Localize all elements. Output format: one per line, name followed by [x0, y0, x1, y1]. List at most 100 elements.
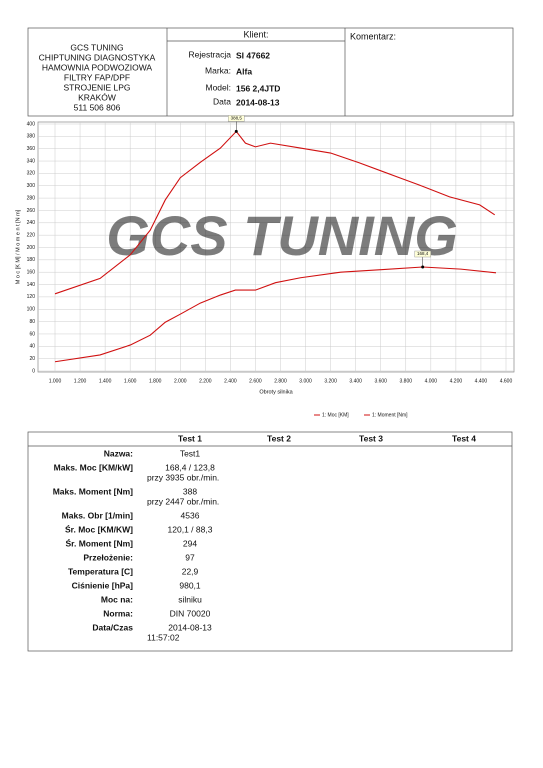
annotation-point	[421, 265, 425, 269]
row-label: Maks. Moment [Nm]	[53, 486, 133, 496]
row-value: 294	[183, 538, 197, 548]
y-tick-label: 60	[29, 331, 35, 337]
y-tick-label: 180	[27, 257, 36, 263]
annotation: 168,4	[417, 251, 429, 256]
y-tick-label: 220	[27, 232, 36, 238]
y-tick-label: 360	[27, 146, 36, 152]
comment-title: Komentarz:	[350, 31, 396, 41]
x-tick-label: 2.200	[199, 378, 212, 384]
field-value: SI 47662	[236, 50, 270, 60]
y-tick-label: 40	[29, 344, 35, 350]
row-value: Test1	[180, 448, 201, 458]
row-label: Nazwa:	[104, 448, 133, 458]
x-tick-label: 3.600	[374, 378, 387, 384]
y-tick-label: 280	[27, 195, 36, 201]
y-tick-label: 300	[27, 183, 36, 189]
x-tick-label: 3.000	[299, 378, 312, 384]
x-tick-label: 2.400	[224, 378, 237, 384]
row-value: 168,4 / 123,8	[165, 462, 215, 472]
row-value: 4536	[181, 510, 200, 520]
x-axis-label: Obroty silnika	[259, 389, 293, 395]
field-value: Alfa	[236, 66, 252, 76]
row-value: 980,1	[179, 580, 201, 590]
y-tick-label: 240	[27, 220, 36, 226]
row-label: Maks. Moc [KM/kW]	[54, 462, 134, 472]
y-tick-label: 320	[27, 171, 36, 177]
y-tick-label: 100	[27, 307, 36, 313]
x-tick-label: 4.000	[425, 378, 438, 384]
row-value: DIN 70020	[170, 608, 211, 618]
x-tick-label: 3.400	[349, 378, 362, 384]
row-label: Śr. Moment [Nm]	[65, 537, 133, 548]
plot-area	[37, 121, 515, 373]
row-label: Moc na:	[101, 594, 133, 604]
x-tick-label: 3.200	[324, 378, 337, 384]
field-label: Model:	[205, 82, 231, 92]
x-tick-label: 1.800	[149, 378, 162, 384]
y-tick-label: 260	[27, 208, 36, 214]
x-tick-label: 1.200	[74, 378, 87, 384]
row-value: 22,9	[182, 566, 199, 576]
row-value: 388	[183, 486, 197, 496]
x-tick-label: 4.400	[475, 378, 488, 384]
x-tick-label: 2.000	[174, 378, 187, 384]
company-line: KRAKÓW	[78, 92, 116, 102]
company-line: STROJENIE LPG	[63, 82, 130, 92]
header-box	[27, 27, 514, 117]
x-tick-label: 2.800	[274, 378, 287, 384]
y-tick-label: 120	[27, 294, 36, 300]
column-header: Test 3	[359, 433, 383, 443]
x-tick-label: 1.000	[49, 378, 62, 384]
column-header: Test 4	[452, 433, 476, 443]
y-tick-label: 0	[32, 368, 35, 374]
y-tick-label: 380	[27, 134, 36, 140]
y-tick-label: 20	[29, 356, 35, 362]
watermark: GCS TUNING	[106, 204, 458, 267]
field-label: Rejestracja	[188, 49, 231, 59]
column-header: Test 2	[267, 433, 291, 443]
row-value: przy 2447 obr./min.	[147, 496, 219, 506]
company-line: FILTRY FAP/DPF	[64, 72, 130, 82]
x-tick-label: 3.800	[400, 378, 413, 384]
y-tick-label: 160	[27, 270, 36, 276]
y-tick-label: 400	[27, 121, 36, 127]
x-tick-label: 4.200	[450, 378, 463, 384]
company-line: 511 506 806	[74, 102, 121, 112]
row-value: 120,1 / 88,3	[168, 524, 213, 534]
legend-label: 1: Moment [Nm]	[372, 412, 408, 418]
y-tick-label: 140	[27, 282, 36, 288]
row-label: Śr. Moc [KM/KW]	[65, 523, 133, 534]
row-value: 2014-08-13	[168, 622, 212, 632]
y-tick-label: 80	[29, 319, 35, 325]
row-value: 97	[185, 552, 195, 562]
company-line: CHIPTUNING DIAGNOSTYKA	[39, 52, 156, 62]
row-value: przy 3935 obr./min.	[147, 472, 219, 482]
y-tick-label: 340	[27, 158, 36, 164]
field-value: 2014-08-13	[236, 97, 280, 107]
row-value: 11:57:02	[147, 632, 180, 642]
annotation: 388,5	[231, 116, 243, 121]
field-label: Marka:	[205, 65, 231, 75]
row-label: Data/Czas	[92, 622, 133, 632]
row-label: Ciśnienie [hPa]	[72, 580, 134, 590]
client-title: Klient:	[243, 29, 268, 39]
annotation-point	[234, 129, 238, 133]
x-tick-label: 1.600	[124, 378, 137, 384]
x-tick-label: 4.600	[500, 378, 513, 384]
data-line	[54, 130, 496, 295]
row-label: Maks. Obr [1/min]	[62, 510, 133, 520]
y-axis-label: M o c [K M] / M o m e n t [N m]	[15, 209, 21, 284]
x-tick-label: 2.600	[249, 378, 262, 384]
row-label: Temperatura [C]	[68, 566, 133, 576]
legend-label: 1: Moc [KM]	[322, 412, 349, 418]
row-label: Przełożenie:	[83, 552, 133, 562]
data-line	[54, 266, 497, 363]
y-tick-label: 200	[27, 245, 36, 251]
row-value: silniku	[178, 594, 202, 604]
table-box	[27, 431, 513, 652]
x-tick-label: 1.400	[99, 378, 112, 384]
field-value: 156 2,4JTD	[236, 83, 280, 93]
column-header: Test 1	[178, 433, 202, 443]
company-line: GCS TUNING	[70, 42, 123, 52]
